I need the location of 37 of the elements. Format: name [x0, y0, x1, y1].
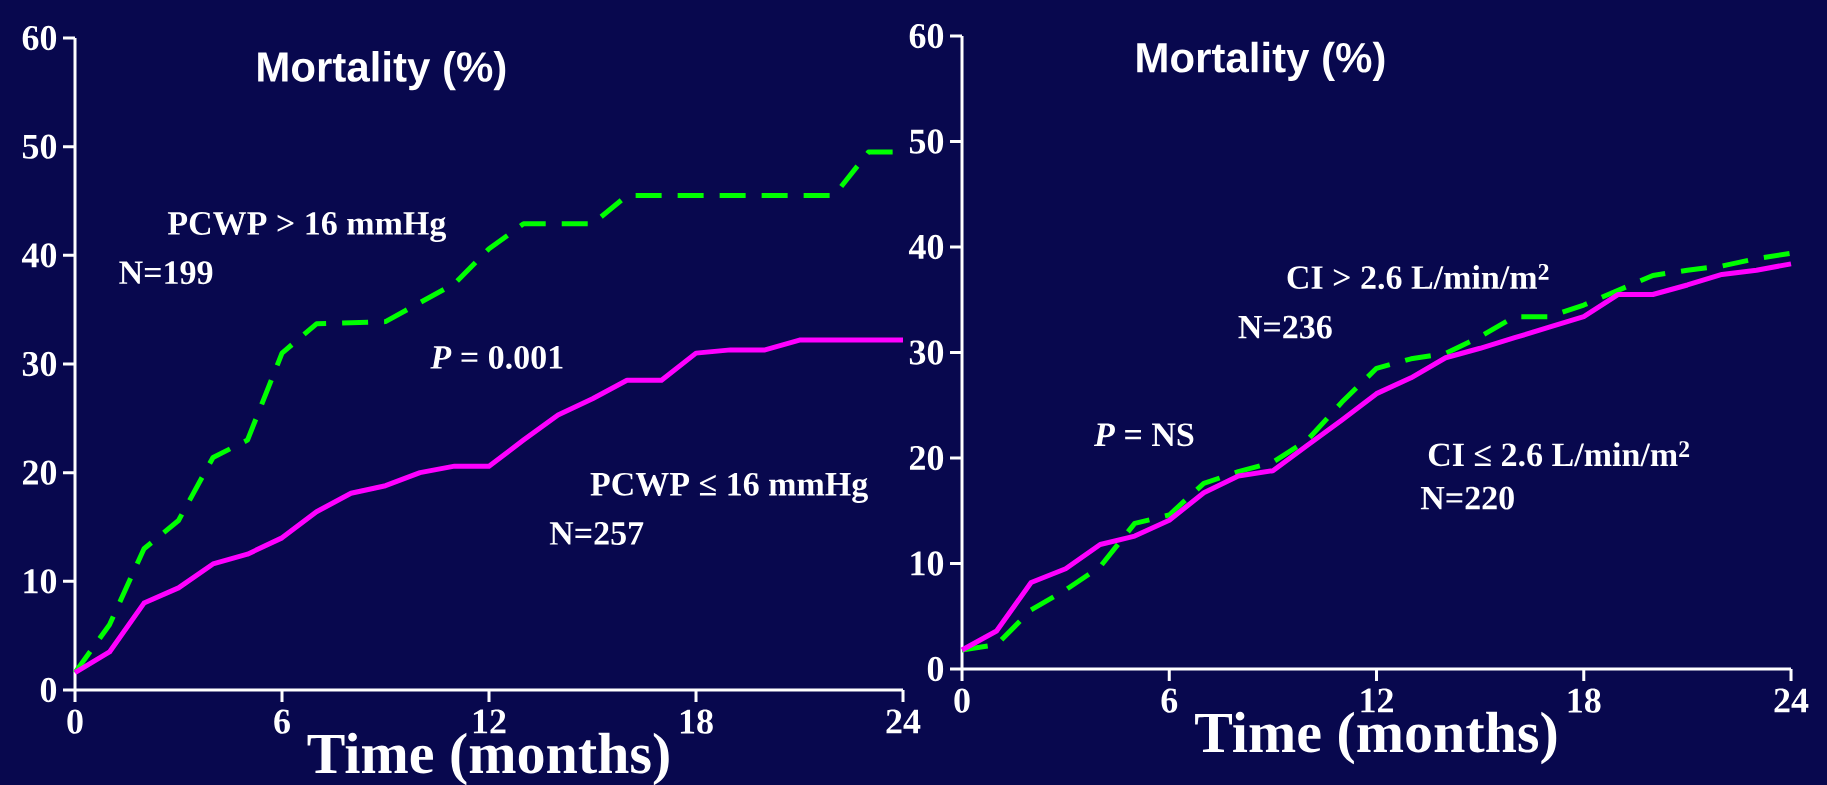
- x-tick-label: 12: [1361, 688, 1393, 713]
- annotation: CI > 2.6 L/min/m$^{2}$: [1287, 263, 1549, 290]
- x-tick-label: 18: [680, 709, 713, 734]
- y-tick-label: 40: [908, 234, 944, 260]
- y-tick-label: 30: [22, 351, 57, 377]
- annotation: N=199: [119, 261, 213, 285]
- annotation: N=257: [549, 522, 644, 545]
- y-tick-label: 10: [911, 551, 944, 576]
- annotation: PCWP ≤ 16 mmHg: [590, 472, 868, 503]
- y-tick-label: 20: [22, 460, 57, 485]
- annotation: N=236: [1238, 315, 1332, 339]
- x-tick-label: 6: [274, 709, 290, 734]
- x-tick-label: 6: [1161, 688, 1178, 713]
- y-axis-title: Mortality (%): [258, 51, 506, 91]
- y-tick-label: 50: [22, 134, 57, 159]
- annotation: N=220: [1420, 486, 1514, 510]
- y-tick-label: 60: [22, 25, 57, 51]
- y-tick-label: 60: [909, 23, 944, 49]
- y-tick-label: 50: [909, 129, 944, 154]
- x-tick-label: 12: [473, 709, 506, 734]
- y-tick-label: 20: [909, 445, 944, 471]
- y-tick-label: 40: [21, 243, 57, 268]
- x-tick-label: 0: [954, 688, 970, 713]
- x-tick-label: 18: [1568, 688, 1601, 713]
- annotation: P = NS: [1093, 423, 1194, 447]
- x-axis-title: Time (months): [307, 732, 669, 785]
- y-tick-label: 0: [927, 656, 944, 682]
- annotation: PCWP > 16 mmHg: [167, 212, 447, 243]
- x-tick-label: 24: [1774, 688, 1809, 713]
- y-axis-title: Mortality (%): [1137, 41, 1385, 81]
- y-tick-label: 30: [909, 340, 944, 365]
- x-tick-label: 24: [886, 709, 921, 734]
- y-tick-label: 10: [24, 569, 57, 594]
- x-axis-title: Time (months): [1195, 711, 1557, 765]
- x-tick-label: 0: [67, 709, 83, 734]
- annotation: P = 0.001: [430, 345, 563, 370]
- annotation: CI ≤ 2.6 L/min/m$^{2}$: [1428, 441, 1690, 467]
